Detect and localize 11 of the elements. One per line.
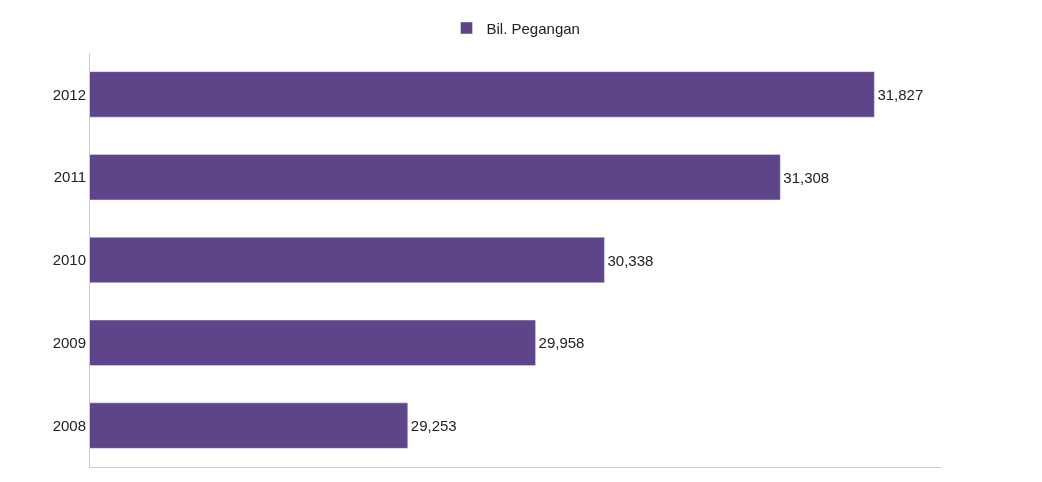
data-label: 29,958	[538, 334, 585, 352]
data-label: 31,827	[877, 85, 924, 103]
y-tick-label: 2008	[52, 416, 86, 434]
data-label: 31,308	[783, 168, 830, 186]
y-tick-label: 2009	[52, 334, 86, 352]
data-label: 30,338	[607, 251, 654, 269]
y-tick-label: 2011	[53, 168, 86, 186]
y-tick-label: 2012	[52, 85, 86, 103]
y-tick-label: 2010	[52, 251, 86, 269]
legend-label: Bil. Pegangan	[486, 19, 580, 37]
data-label: 29,253	[410, 417, 457, 435]
